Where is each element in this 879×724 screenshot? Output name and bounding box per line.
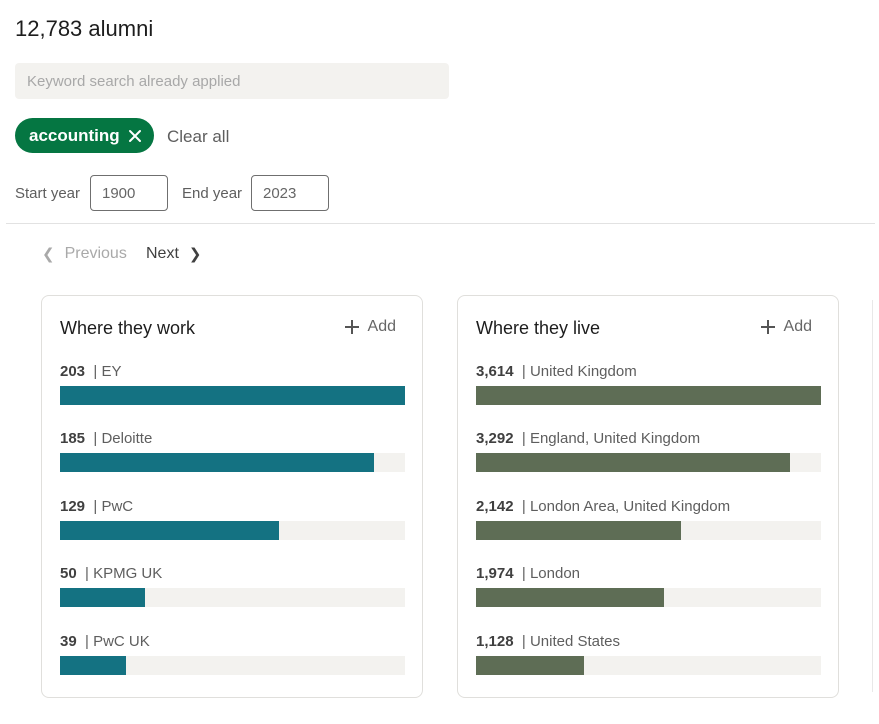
where-they-live-card: Where they live Add 3,614 | United Kingd… bbox=[457, 295, 839, 698]
next-button[interactable]: Next ❯ bbox=[146, 245, 201, 263]
bar-track[interactable] bbox=[60, 588, 405, 607]
item-count: 1,974 bbox=[476, 565, 514, 582]
item-label: | KPMG UK bbox=[85, 565, 163, 582]
end-year-input[interactable] bbox=[251, 175, 329, 211]
item-label: | London bbox=[521, 565, 581, 582]
item-count: 3,292 bbox=[476, 430, 514, 447]
item-label: | United States bbox=[521, 633, 621, 650]
bar-track[interactable] bbox=[476, 386, 821, 405]
bar-fill bbox=[60, 386, 405, 405]
bar-fill bbox=[60, 588, 145, 607]
list-item[interactable]: 1,128 | United States bbox=[476, 633, 821, 675]
end-year-label: End year bbox=[182, 185, 243, 202]
add-label: Add bbox=[783, 318, 812, 335]
list-item[interactable]: 50 | KPMG UK bbox=[60, 565, 405, 607]
next-label: Next bbox=[146, 245, 179, 262]
where-they-work-card: Where they work Add 203 | EY 185 | Deloi… bbox=[41, 295, 423, 698]
item-count: 203 bbox=[60, 363, 86, 380]
previous-label: Previous bbox=[64, 245, 127, 262]
bar-fill bbox=[476, 588, 665, 607]
divider bbox=[6, 223, 875, 224]
list-item[interactable]: 129 | PwC bbox=[60, 498, 405, 540]
filter-pill-accounting[interactable]: accounting bbox=[15, 118, 154, 153]
bar-track[interactable] bbox=[476, 453, 821, 472]
filter-pill-label: accounting bbox=[29, 125, 120, 145]
item-label: | England, United Kingdom bbox=[521, 430, 701, 447]
plus-icon bbox=[760, 320, 775, 334]
bar-track[interactable] bbox=[476, 656, 821, 675]
item-label: | EY bbox=[93, 363, 122, 380]
bar-track[interactable] bbox=[60, 386, 405, 405]
bar-fill bbox=[60, 521, 280, 540]
bar-fill bbox=[476, 386, 821, 405]
bar-fill bbox=[476, 453, 791, 472]
start-year-label: Start year bbox=[15, 185, 81, 202]
item-count: 3,614 bbox=[476, 363, 514, 380]
bar-track[interactable] bbox=[60, 521, 405, 540]
start-year-input[interactable] bbox=[90, 175, 168, 211]
keyword-search-input[interactable] bbox=[15, 63, 449, 99]
bar-track[interactable] bbox=[60, 453, 405, 472]
list-item[interactable]: 203 | EY bbox=[60, 363, 405, 405]
item-count: 129 bbox=[60, 498, 86, 515]
bar-fill bbox=[60, 656, 127, 675]
add-button[interactable]: Add bbox=[760, 318, 812, 336]
bar-track[interactable] bbox=[476, 588, 821, 607]
list-item[interactable]: 185 | Deloitte bbox=[60, 430, 405, 472]
item-count: 2,142 bbox=[476, 498, 514, 515]
list-item[interactable]: 3,614 | United Kingdom bbox=[476, 363, 821, 405]
alumni-count: 12,783 alumni bbox=[15, 16, 154, 41]
add-button[interactable]: Add bbox=[344, 318, 396, 336]
item-label: | PwC UK bbox=[85, 633, 150, 650]
bar-fill bbox=[476, 521, 681, 540]
item-count: 1,128 bbox=[476, 633, 514, 650]
previous-button[interactable]: ❮ Previous bbox=[42, 245, 127, 263]
item-count: 185 bbox=[60, 430, 86, 447]
bar-fill bbox=[476, 656, 584, 675]
add-label: Add bbox=[367, 318, 396, 335]
bar-track[interactable] bbox=[60, 656, 405, 675]
clear-all-button[interactable]: Clear all bbox=[167, 127, 230, 146]
next-card-edge bbox=[872, 300, 873, 692]
close-icon[interactable] bbox=[128, 129, 142, 143]
item-label: | United Kingdom bbox=[521, 363, 637, 380]
chevron-right-icon: ❯ bbox=[188, 246, 202, 263]
item-count: 50 bbox=[60, 565, 77, 582]
list-item[interactable]: 3,292 | England, United Kingdom bbox=[476, 430, 821, 472]
item-label: | PwC bbox=[93, 498, 134, 515]
list-item[interactable]: 39 | PwC UK bbox=[60, 633, 405, 675]
bar-fill bbox=[60, 453, 375, 472]
bar-track[interactable] bbox=[476, 521, 821, 540]
list-item[interactable]: 1,974 | London bbox=[476, 565, 821, 607]
chevron-left-icon: ❮ bbox=[42, 246, 55, 263]
card-title: Where they work bbox=[60, 318, 196, 338]
item-label: | London Area, United Kingdom bbox=[521, 498, 731, 515]
item-count: 39 bbox=[60, 633, 77, 650]
plus-icon bbox=[344, 320, 359, 334]
list-item[interactable]: 2,142 | London Area, United Kingdom bbox=[476, 498, 821, 540]
card-title: Where they live bbox=[476, 318, 601, 338]
item-label: | Deloitte bbox=[93, 430, 153, 447]
